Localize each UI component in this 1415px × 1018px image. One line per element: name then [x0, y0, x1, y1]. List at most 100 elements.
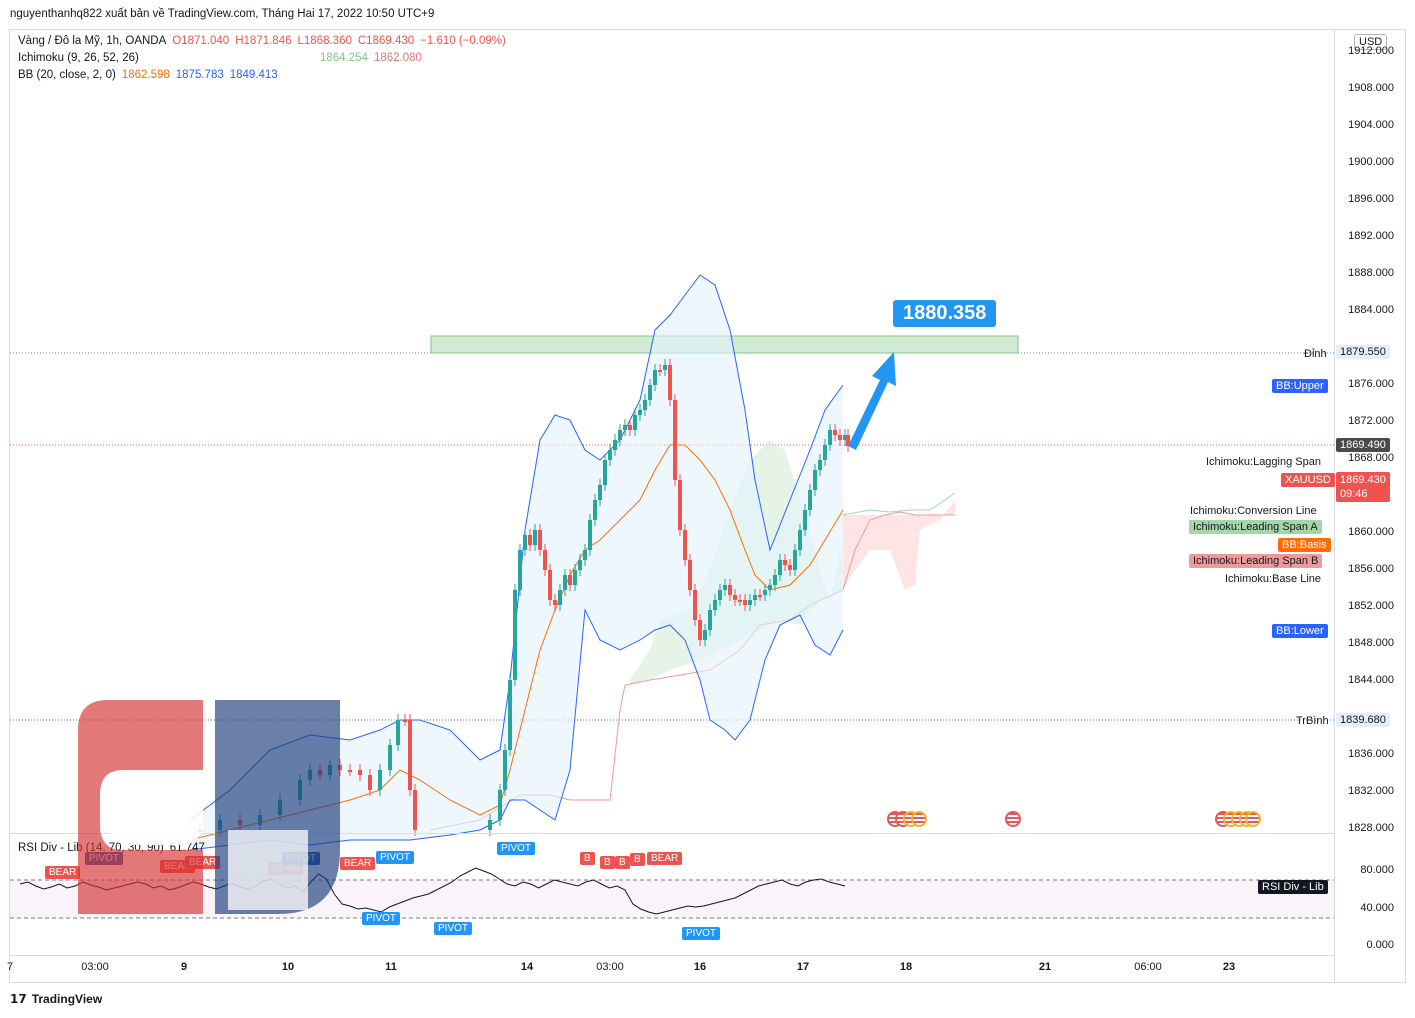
- candle-body: [783, 560, 787, 565]
- candle-body: [708, 610, 712, 630]
- main-chart[interactable]: [10, 30, 1334, 982]
- leading-span-a-tag: Ichimoku:Leading Span A: [1189, 520, 1322, 534]
- chart-frame: [9, 29, 1406, 983]
- rsi-tick: 40.000: [1360, 902, 1394, 914]
- candle-body: [773, 575, 777, 585]
- tradingview-brand: TradingView: [31, 992, 103, 1006]
- price-tick-3: 1900.000: [1348, 156, 1394, 168]
- xauusd-price-tag: 1869.430 09:46: [1336, 472, 1390, 502]
- candle-body: [808, 490, 812, 510]
- candle-body: [533, 530, 537, 545]
- candle-body: [838, 435, 842, 440]
- ohlc-low: L1868.360: [297, 35, 352, 47]
- time-label-0: 7: [6, 961, 14, 973]
- candle-body: [693, 590, 697, 620]
- bear-marker-11[interactable]: B: [580, 852, 595, 865]
- candle-body: [653, 370, 657, 385]
- pivot-marker-7[interactable]: PIVOT: [376, 851, 415, 864]
- trbinh-value: 1839.680: [1336, 713, 1390, 727]
- us-event-flag-icon[interactable]: [1245, 811, 1261, 827]
- candle-body: [568, 575, 572, 585]
- price-tick-13: 1852.000: [1348, 600, 1394, 612]
- leading-span-b-tag: Ichimoku:Leading Span B: [1189, 554, 1323, 568]
- candle-body: [518, 550, 522, 590]
- legend-ichimoku-row[interactable]: Ichimoku (9, 26, 52, 26) 1864.254 1862.080: [18, 52, 428, 64]
- tradingview-logo[interactable]: 𝟭𝟳 TradingView: [10, 992, 102, 1006]
- time-label-2: 9: [180, 961, 188, 973]
- time-label-9: 18: [899, 961, 913, 973]
- price-tick-16: 1836.000: [1348, 748, 1394, 760]
- price-tick-17: 1832.000: [1348, 785, 1394, 797]
- bb-value-upper: 1875.783: [175, 69, 224, 81]
- symbol-name: Vàng / Đô la Mỹ, 1h, OANDA: [18, 35, 167, 47]
- candle-body: [778, 560, 782, 575]
- bear-marker-6[interactable]: BEAR: [340, 857, 376, 870]
- legend-bb-row[interactable]: BB (20, close, 2, 0) 1862.598 1875.783 1849…: [18, 69, 284, 81]
- candle-body: [753, 595, 757, 600]
- candle-body: [623, 425, 627, 430]
- price-tick-12: 1856.000: [1348, 563, 1394, 575]
- trbinh-label: TrBình: [1296, 715, 1329, 727]
- time-label-3: 10: [281, 961, 295, 973]
- candle-body: [553, 600, 557, 605]
- pivot-marker-16[interactable]: PIVOT: [682, 927, 721, 940]
- bb-lower-tag: BB:Lower: [1272, 624, 1328, 638]
- candle-body: [813, 470, 817, 490]
- candle-body: [573, 570, 577, 585]
- ohlc-open: O1871.040: [172, 35, 230, 47]
- bear-marker-13[interactable]: B: [615, 856, 630, 869]
- candle-body: [558, 590, 562, 605]
- bear-marker-14[interactable]: B: [630, 853, 645, 866]
- candle-body: [793, 550, 797, 570]
- lagging-span-tag: Ichimoku:Lagging Span: [1206, 456, 1321, 468]
- tv-icon: 𝟭𝟳: [10, 992, 27, 1006]
- rsi-tag: RSI Div - Lib: [1258, 880, 1328, 894]
- ichimoku-value-2: 1862.080: [373, 52, 422, 64]
- price-tick-7: 1884.000: [1348, 304, 1394, 316]
- price-tick-11: 1860.000: [1348, 526, 1394, 538]
- price-tick-6: 1888.000: [1348, 267, 1394, 279]
- currency-button[interactable]: USD: [1354, 34, 1388, 50]
- candle-body: [538, 530, 542, 550]
- candle-body: [743, 600, 747, 605]
- candle-body: [628, 425, 632, 430]
- candle-body: [396, 720, 400, 745]
- pane-divider[interactable]: [10, 833, 1334, 834]
- bb-upper-tag: BB:Upper: [1272, 379, 1328, 393]
- bb-value-lower: 1849.413: [229, 69, 278, 81]
- candle-body: [768, 585, 772, 590]
- bear-marker-15[interactable]: BEAR: [647, 852, 683, 865]
- price-tick-0: 1912.000: [1348, 45, 1394, 57]
- candle-body: [673, 400, 677, 480]
- pivot-marker-9[interactable]: PIVOT: [434, 922, 473, 935]
- candle-body: [528, 535, 532, 545]
- legend-symbol-row: Vàng / Đô la Mỹ, 1h, OANDA O1871.040 H1871…: [18, 35, 512, 47]
- time-label-6: 03:00: [596, 961, 624, 973]
- us-event-flag-icon[interactable]: [911, 811, 927, 827]
- candle-body: [758, 595, 762, 597]
- candle-body: [368, 775, 372, 790]
- candle-body: [488, 820, 492, 830]
- candle-body: [803, 510, 807, 530]
- pivot-marker-8[interactable]: PIVOT: [362, 912, 401, 925]
- candle-body: [828, 430, 832, 445]
- bb-upper-line: [189, 274, 844, 821]
- bear-marker-0[interactable]: BEAR: [45, 866, 81, 879]
- candle-body: [598, 485, 602, 500]
- last-price-tag: 1869.490: [1336, 438, 1390, 452]
- conversion-line-tag: Ichimoku:Conversion Line: [1190, 505, 1317, 517]
- candle-body: [358, 770, 362, 775]
- bb-band-fill: [190, 275, 843, 850]
- target-price-label[interactable]: 1880.358: [893, 300, 997, 327]
- candle-body: [703, 630, 707, 640]
- candle-body: [818, 460, 822, 470]
- time-label-11: 06:00: [1134, 961, 1162, 973]
- candle-body: [728, 585, 732, 595]
- us-event-flag-icon[interactable]: [1005, 811, 1021, 827]
- price-tick-2: 1904.000: [1348, 119, 1394, 131]
- bear-marker-12[interactable]: B: [600, 856, 615, 869]
- ichimoku-cloud-bear: [843, 500, 955, 590]
- candle-body: [733, 595, 737, 600]
- pivot-marker-10[interactable]: PIVOT: [497, 842, 536, 855]
- candle-body: [508, 680, 512, 750]
